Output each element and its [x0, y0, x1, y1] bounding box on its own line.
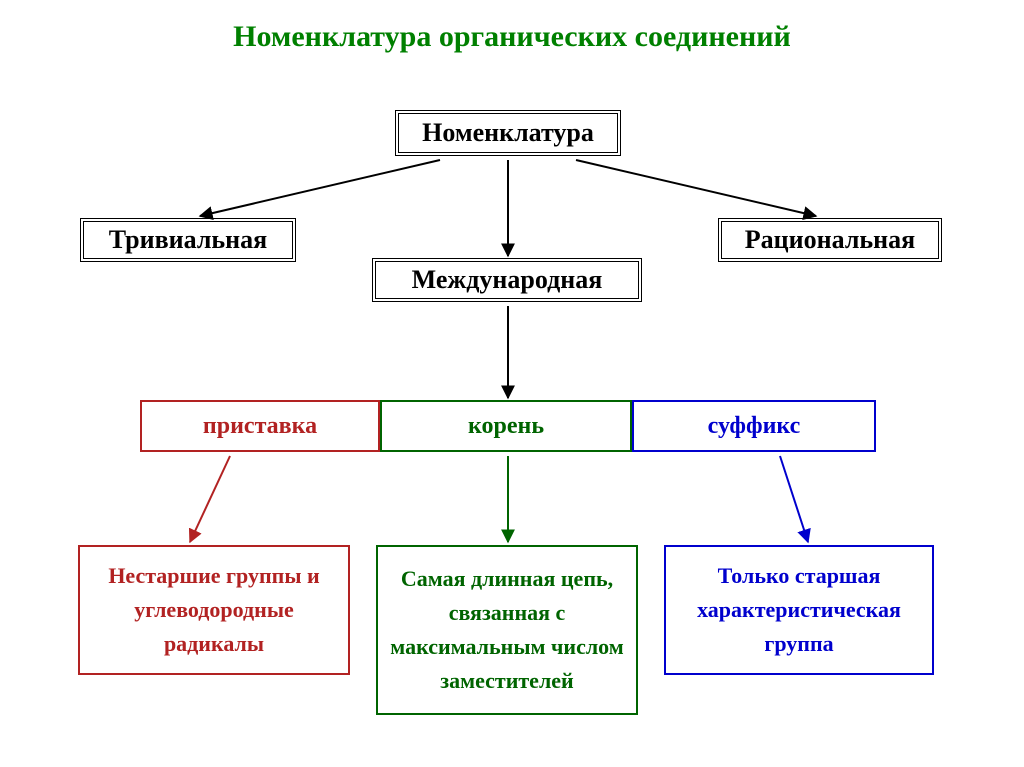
- desc-suffix: Только старшая характеристическая группа: [664, 545, 934, 675]
- node-trivial: Тривиальная: [80, 218, 296, 262]
- node-international: Международная: [372, 258, 642, 302]
- desc-prefix: Нестаршие группы и углеводородные радика…: [78, 545, 350, 675]
- part-suffix: суффикс: [632, 400, 876, 452]
- arrow-prefix-desc: [190, 456, 230, 542]
- arrow-root-right: [576, 160, 816, 216]
- desc-root: Самая длинная цепь, связанная с максимал…: [376, 545, 638, 715]
- arrow-suffix-desc: [780, 456, 808, 542]
- title-text: Номенклатура органических соединений: [233, 20, 791, 53]
- part-root: корень: [380, 400, 632, 452]
- part-prefix: приставка: [140, 400, 380, 452]
- node-rational: Рациональная: [718, 218, 942, 262]
- arrow-root-left: [200, 160, 440, 216]
- diagram-title: Номенклатура органических соединений: [0, 20, 1024, 54]
- node-root: Номенклатура: [395, 110, 621, 156]
